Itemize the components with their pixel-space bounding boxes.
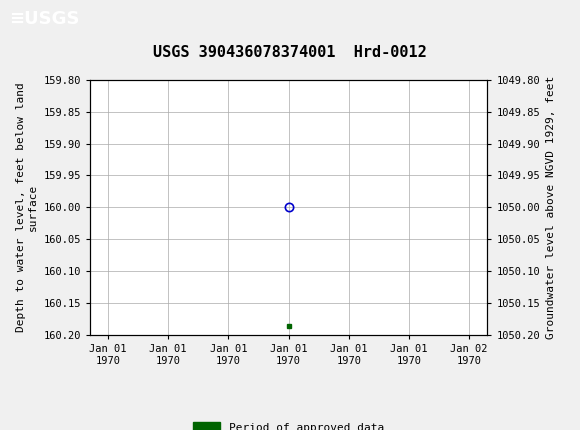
Y-axis label: Groundwater level above NGVD 1929, feet: Groundwater level above NGVD 1929, feet (546, 76, 556, 339)
Y-axis label: Depth to water level, feet below land
surface: Depth to water level, feet below land su… (16, 83, 38, 332)
Legend: Period of approved data: Period of approved data (188, 418, 389, 430)
Text: USGS 390436078374001  Hrd-0012: USGS 390436078374001 Hrd-0012 (153, 45, 427, 60)
Text: ≡USGS: ≡USGS (9, 10, 79, 28)
